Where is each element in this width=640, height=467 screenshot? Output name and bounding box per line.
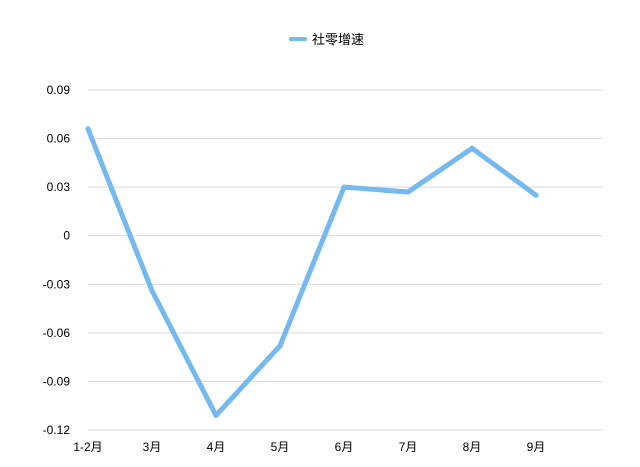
series-line bbox=[85, 126, 539, 418]
y-tick-label: 0.09 bbox=[47, 83, 71, 97]
y-tick-label: -0.09 bbox=[43, 374, 71, 388]
y-tick-label: -0.12 bbox=[43, 423, 71, 437]
x-tick-label: 1-2月 bbox=[73, 440, 102, 454]
x-tick-label: 9月 bbox=[527, 440, 546, 454]
legend: 社零增速 bbox=[289, 32, 364, 48]
x-tick-label: 8月 bbox=[463, 440, 482, 454]
data-point bbox=[85, 126, 91, 132]
series-layer bbox=[85, 126, 539, 418]
y-tick-label: 0.03 bbox=[47, 180, 71, 194]
y-tick-label: 0 bbox=[63, 229, 70, 243]
data-point bbox=[469, 145, 475, 151]
x-axis-tick-labels: 1-2月 3月 4月 5月 6月 7月 8月 9月 bbox=[73, 440, 545, 454]
y-tick-label: -0.06 bbox=[43, 326, 71, 340]
y-tick-label: -0.03 bbox=[43, 277, 71, 291]
data-point bbox=[277, 343, 283, 349]
y-tick-label: 0.06 bbox=[47, 132, 71, 146]
x-tick-label: 4月 bbox=[207, 440, 226, 454]
legend-label-series-1: 社零增速 bbox=[312, 32, 364, 48]
data-point bbox=[405, 189, 411, 195]
y-axis-tick-labels: 0.09 0.06 0.03 0 -0.03 -0.06 -0.09 -0.12 bbox=[43, 83, 71, 437]
data-point bbox=[341, 184, 347, 190]
data-point bbox=[149, 288, 155, 294]
x-tick-label: 7月 bbox=[399, 440, 418, 454]
x-tick-label: 3月 bbox=[143, 440, 162, 454]
x-tick-label: 5月 bbox=[271, 440, 290, 454]
x-tick-label: 6月 bbox=[335, 440, 354, 454]
data-point bbox=[533, 192, 539, 198]
data-point bbox=[213, 412, 219, 418]
gridlines bbox=[88, 89, 602, 431]
